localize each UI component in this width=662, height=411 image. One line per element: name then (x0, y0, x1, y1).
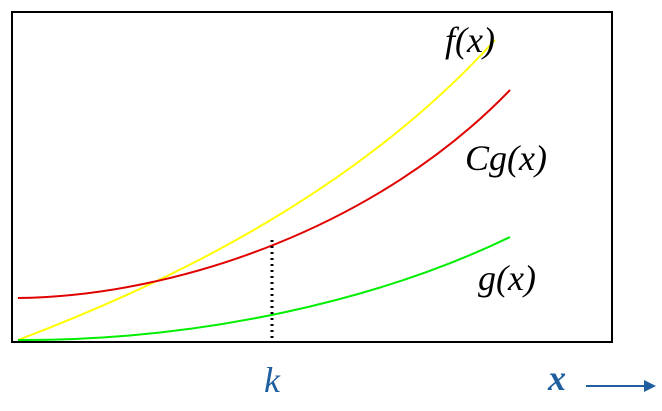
x-arrow-head (644, 380, 656, 392)
label-x: x (547, 358, 566, 398)
curve-cg (17, 89, 511, 299)
curve-f (17, 39, 496, 341)
curve-g (17, 236, 511, 342)
plot-frame (11, 11, 613, 343)
label-g: g(x) (478, 258, 536, 298)
label-k: k (264, 360, 281, 400)
label-f: f(x) (445, 20, 495, 60)
label-cg: Cg(x) (465, 138, 547, 178)
